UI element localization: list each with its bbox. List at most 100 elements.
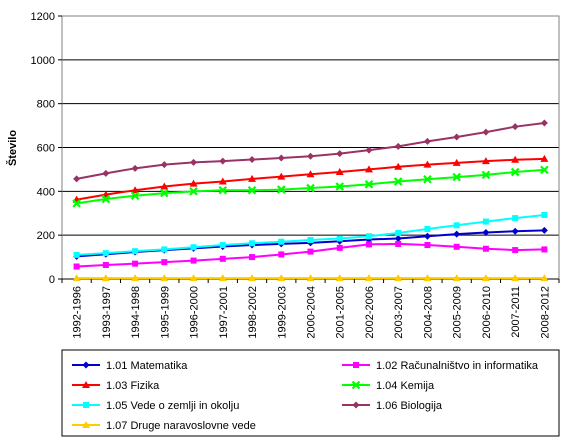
x-tick-label: 1993-1997 xyxy=(101,286,113,339)
data-point xyxy=(131,274,140,282)
series-layer xyxy=(72,119,549,282)
data-point xyxy=(452,172,461,182)
x-tick-label: 2002-2006 xyxy=(364,286,376,339)
y-tick-label: 600 xyxy=(37,143,55,155)
legend-item: 1.06 Biologija xyxy=(342,400,443,412)
x-tick-label: 1994-1998 xyxy=(130,286,142,339)
data-point xyxy=(307,236,314,243)
data-point xyxy=(307,152,314,160)
data-point xyxy=(512,247,519,254)
data-point xyxy=(541,212,548,219)
data-point xyxy=(277,274,286,282)
data-point xyxy=(540,154,549,162)
data-point xyxy=(102,250,109,257)
series-line-2 xyxy=(76,242,545,268)
x-tick-label: 1998-2002 xyxy=(247,286,259,339)
grid-lines xyxy=(62,15,559,236)
data-point xyxy=(73,175,81,183)
data-point xyxy=(481,157,490,165)
series-2 xyxy=(73,240,548,270)
data-point xyxy=(161,246,168,253)
data-point xyxy=(511,123,519,131)
data-point xyxy=(423,232,431,240)
data-point xyxy=(306,170,315,178)
data-point xyxy=(394,162,403,170)
data-point xyxy=(335,274,344,282)
data-point xyxy=(190,257,197,264)
data-point xyxy=(161,259,168,266)
series-7 xyxy=(72,274,549,282)
data-point xyxy=(540,226,548,234)
x-tick-label: 2005-2009 xyxy=(452,286,464,339)
legend-label: 1.06 Biologija xyxy=(376,400,443,412)
data-point xyxy=(248,174,257,182)
legend-item: 1.02 Računalništvo in informatika xyxy=(342,360,539,372)
x-tick-label: 1996-2000 xyxy=(189,286,201,339)
data-point xyxy=(365,233,372,240)
legend-swatch-marker xyxy=(352,401,360,409)
data-point xyxy=(364,274,373,282)
data-point xyxy=(481,170,491,180)
legend-item: 1.04 Kemija xyxy=(342,380,435,392)
legend-swatch-marker xyxy=(82,381,90,388)
data-point xyxy=(276,185,286,194)
data-point xyxy=(365,146,373,154)
legend-swatch-marker xyxy=(351,380,361,390)
x-tick-label: 2007-2011 xyxy=(510,286,522,338)
x-tick-label: 1999-2003 xyxy=(276,286,288,339)
data-point xyxy=(481,274,490,282)
data-point xyxy=(131,186,140,194)
y-tick-label: 800 xyxy=(37,99,55,111)
legend-label: 1.02 Računalništvo in informatika xyxy=(376,360,539,372)
series-4 xyxy=(72,165,549,208)
data-point xyxy=(218,177,227,185)
data-point xyxy=(423,175,432,184)
data-point xyxy=(364,165,373,173)
data-point xyxy=(482,128,490,136)
legend: 1.01 Matematika 1.02 Računalništvo in inf… xyxy=(72,360,539,432)
data-point xyxy=(453,133,461,141)
data-point xyxy=(101,194,111,204)
data-point xyxy=(132,260,139,267)
data-point xyxy=(277,154,285,162)
x-tick-label: 1992-1996 xyxy=(72,286,84,339)
legend-item: 1.05 Vede o zemlji in okolju xyxy=(72,400,239,412)
data-point xyxy=(541,246,548,253)
data-point xyxy=(453,230,461,238)
data-point xyxy=(511,227,519,235)
data-point xyxy=(248,156,256,164)
data-point xyxy=(160,161,168,169)
data-point xyxy=(540,165,549,175)
data-point xyxy=(482,218,489,225)
data-point xyxy=(336,150,344,158)
y-tick-label: 0 xyxy=(49,274,55,286)
data-point xyxy=(452,274,461,282)
x-tick-label: 2006-2010 xyxy=(481,286,493,339)
data-point xyxy=(482,229,490,237)
legend-label: 1.04 Kemija xyxy=(376,380,435,392)
data-point xyxy=(249,240,256,247)
y-tick-label: 1000 xyxy=(31,55,55,67)
data-point xyxy=(102,261,109,268)
x-tick-label: 2003-2007 xyxy=(393,286,405,339)
data-point xyxy=(307,248,314,255)
series-6 xyxy=(73,119,548,183)
x-tick-label: 2004-2008 xyxy=(422,286,434,339)
data-point xyxy=(452,158,461,166)
data-point xyxy=(72,274,81,282)
data-point xyxy=(219,157,227,165)
legend-label: 1.07 Druge naravoslovne vede xyxy=(106,420,256,432)
x-tick-label: 1995-1999 xyxy=(159,286,171,339)
data-point xyxy=(278,238,285,245)
data-point xyxy=(510,167,520,177)
legend-swatch-marker xyxy=(353,362,359,368)
data-point xyxy=(511,274,520,282)
data-point xyxy=(219,242,226,249)
series-5 xyxy=(73,212,548,258)
data-point xyxy=(101,274,110,282)
axes: 0 200 400 600 800 1000 1200 1992-1996 1993-1997 1… xyxy=(31,11,560,339)
data-point xyxy=(306,274,315,282)
data-point xyxy=(218,185,228,195)
data-point xyxy=(247,185,257,195)
